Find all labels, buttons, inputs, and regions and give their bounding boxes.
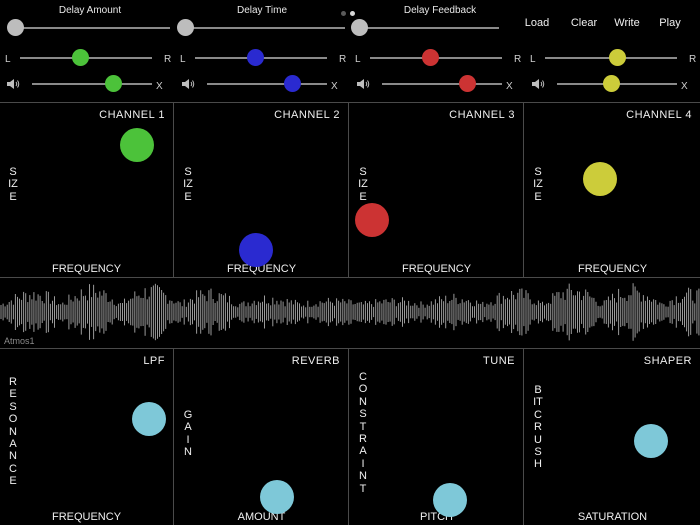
waveform[interactable]	[0, 279, 700, 348]
xy-control-handle[interactable]	[239, 233, 273, 267]
pad-y-axis-label: SIZE	[183, 166, 193, 203]
pad-x-axis-label: FREQUENCY	[51, 263, 122, 275]
speaker-icon[interactable]	[6, 78, 20, 90]
pan-left-label: L	[5, 54, 11, 65]
xy-control-handle[interactable]	[260, 480, 294, 514]
clear-button[interactable]: Clear	[570, 17, 598, 29]
pad-x-axis-label: FREQUENCY	[401, 263, 472, 275]
page-dot[interactable]	[350, 11, 355, 16]
speaker-icon[interactable]	[181, 78, 195, 90]
pad-y-axis-label: CONSTRAINT	[358, 371, 368, 495]
divider	[0, 277, 700, 278]
pad-x-axis-label: FREQUENCY	[51, 511, 122, 523]
volume-slider-knob[interactable]	[283, 75, 301, 92]
pad-x-axis-label: PITCH	[420, 511, 453, 523]
speaker-icon[interactable]	[531, 78, 545, 90]
page-indicator[interactable]	[341, 3, 359, 21]
pad-title: TUNE	[483, 355, 515, 367]
pad-title: CHANNEL 3	[449, 109, 515, 121]
volume-slider-knob[interactable]	[105, 75, 123, 92]
slider-knob[interactable]	[7, 19, 24, 36]
mute-button[interactable]: X	[331, 81, 338, 92]
speaker-icon[interactable]	[356, 78, 370, 90]
pan-right-label: R	[689, 54, 697, 65]
pad-x-axis-label: SATURATION	[577, 511, 648, 523]
channel-pad-4[interactable]: CHANNEL 4 SIZE FREQUENCY	[525, 103, 700, 277]
pan-right-label: R	[164, 54, 172, 65]
pan-left-label: L	[530, 54, 536, 65]
xy-control-handle[interactable]	[120, 128, 154, 162]
load-button[interactable]: Load	[524, 17, 550, 29]
xy-control-handle[interactable]	[433, 483, 467, 517]
pad-x-axis-label: FREQUENCY	[577, 263, 648, 275]
waveform-name: Atmos1	[4, 336, 35, 346]
pad-title: CHANNEL 4	[626, 109, 692, 121]
delay-amount-label: Delay Amount	[58, 5, 122, 16]
xy-control-handle[interactable]	[132, 402, 166, 436]
volume-slider-track[interactable]	[32, 83, 152, 85]
pan-slider-knob[interactable]	[422, 49, 440, 66]
slider-knob[interactable]	[177, 19, 194, 36]
volume-slider-knob[interactable]	[458, 75, 476, 92]
volume-slider-knob[interactable]	[602, 75, 620, 92]
write-button[interactable]: Write	[614, 17, 640, 29]
page-dot[interactable]	[341, 11, 346, 16]
mute-button[interactable]: X	[506, 81, 513, 92]
effect-pad-4[interactable]: SHAPER BITCRUSH SATURATION	[525, 349, 700, 525]
delay-feedback-label: Delay Feedback	[403, 5, 477, 16]
pad-title: CHANNEL 2	[274, 109, 340, 121]
channel-pad-2[interactable]: CHANNEL 2 SIZE FREQUENCY	[175, 103, 349, 277]
channel-pad-3[interactable]: CHANNEL 3 SIZE FREQUENCY	[350, 103, 524, 277]
pad-y-axis-label: RESONANCE	[8, 376, 18, 488]
pad-title: SHAPER	[643, 355, 692, 367]
slider-track[interactable]	[356, 27, 499, 29]
effect-pad-3[interactable]: TUNE CONSTRAINT PITCH	[350, 349, 524, 525]
divider	[0, 102, 700, 103]
pan-left-label: L	[355, 54, 361, 65]
pad-y-axis-label: SIZE	[8, 166, 18, 203]
pad-y-axis-label: SIZE	[358, 166, 368, 203]
pad-title: LPF	[143, 355, 165, 367]
xy-control-handle[interactable]	[355, 203, 389, 237]
pan-slider-knob[interactable]	[72, 49, 90, 66]
xy-control-handle[interactable]	[634, 424, 668, 458]
pan-right-label: R	[514, 54, 522, 65]
xy-control-handle[interactable]	[583, 162, 617, 196]
delay-time-label: Delay Time	[236, 5, 287, 16]
play-button[interactable]: Play	[659, 17, 681, 29]
pan-slider-knob[interactable]	[247, 49, 265, 66]
divider	[0, 348, 700, 349]
slider-knob[interactable]	[351, 19, 368, 36]
mute-button[interactable]: X	[681, 81, 688, 92]
pan-left-label: L	[180, 54, 186, 65]
pad-x-axis-label: FREQUENCY	[226, 263, 297, 275]
top-control-bar: Delay Amount Delay Time Delay Feedback L…	[0, 0, 700, 103]
volume-slider-track[interactable]	[207, 83, 327, 85]
slider-track[interactable]	[10, 27, 170, 29]
waveform-display[interactable]: Atmos1	[0, 279, 700, 348]
volume-slider-track[interactable]	[382, 83, 502, 85]
mute-button[interactable]: X	[156, 81, 163, 92]
pad-x-axis-label: AMOUNT	[237, 511, 286, 523]
pad-title: REVERB	[291, 355, 340, 367]
effect-pad-1[interactable]: LPF RESONANCE FREQUENCY	[0, 349, 174, 525]
channel-pad-1[interactable]: CHANNEL 1 SIZE FREQUENCY	[0, 103, 174, 277]
pad-y-axis-label: GAIN	[183, 409, 193, 459]
pan-slider-knob[interactable]	[609, 49, 627, 66]
pan-right-label: R	[339, 54, 347, 65]
pad-y-axis-label: BITCRUSH	[533, 384, 543, 471]
slider-track[interactable]	[182, 27, 345, 29]
pad-title: CHANNEL 1	[99, 109, 165, 121]
pad-y-axis-label: SIZE	[533, 166, 543, 203]
effect-pad-2[interactable]: REVERB GAIN AMOUNT	[175, 349, 349, 525]
